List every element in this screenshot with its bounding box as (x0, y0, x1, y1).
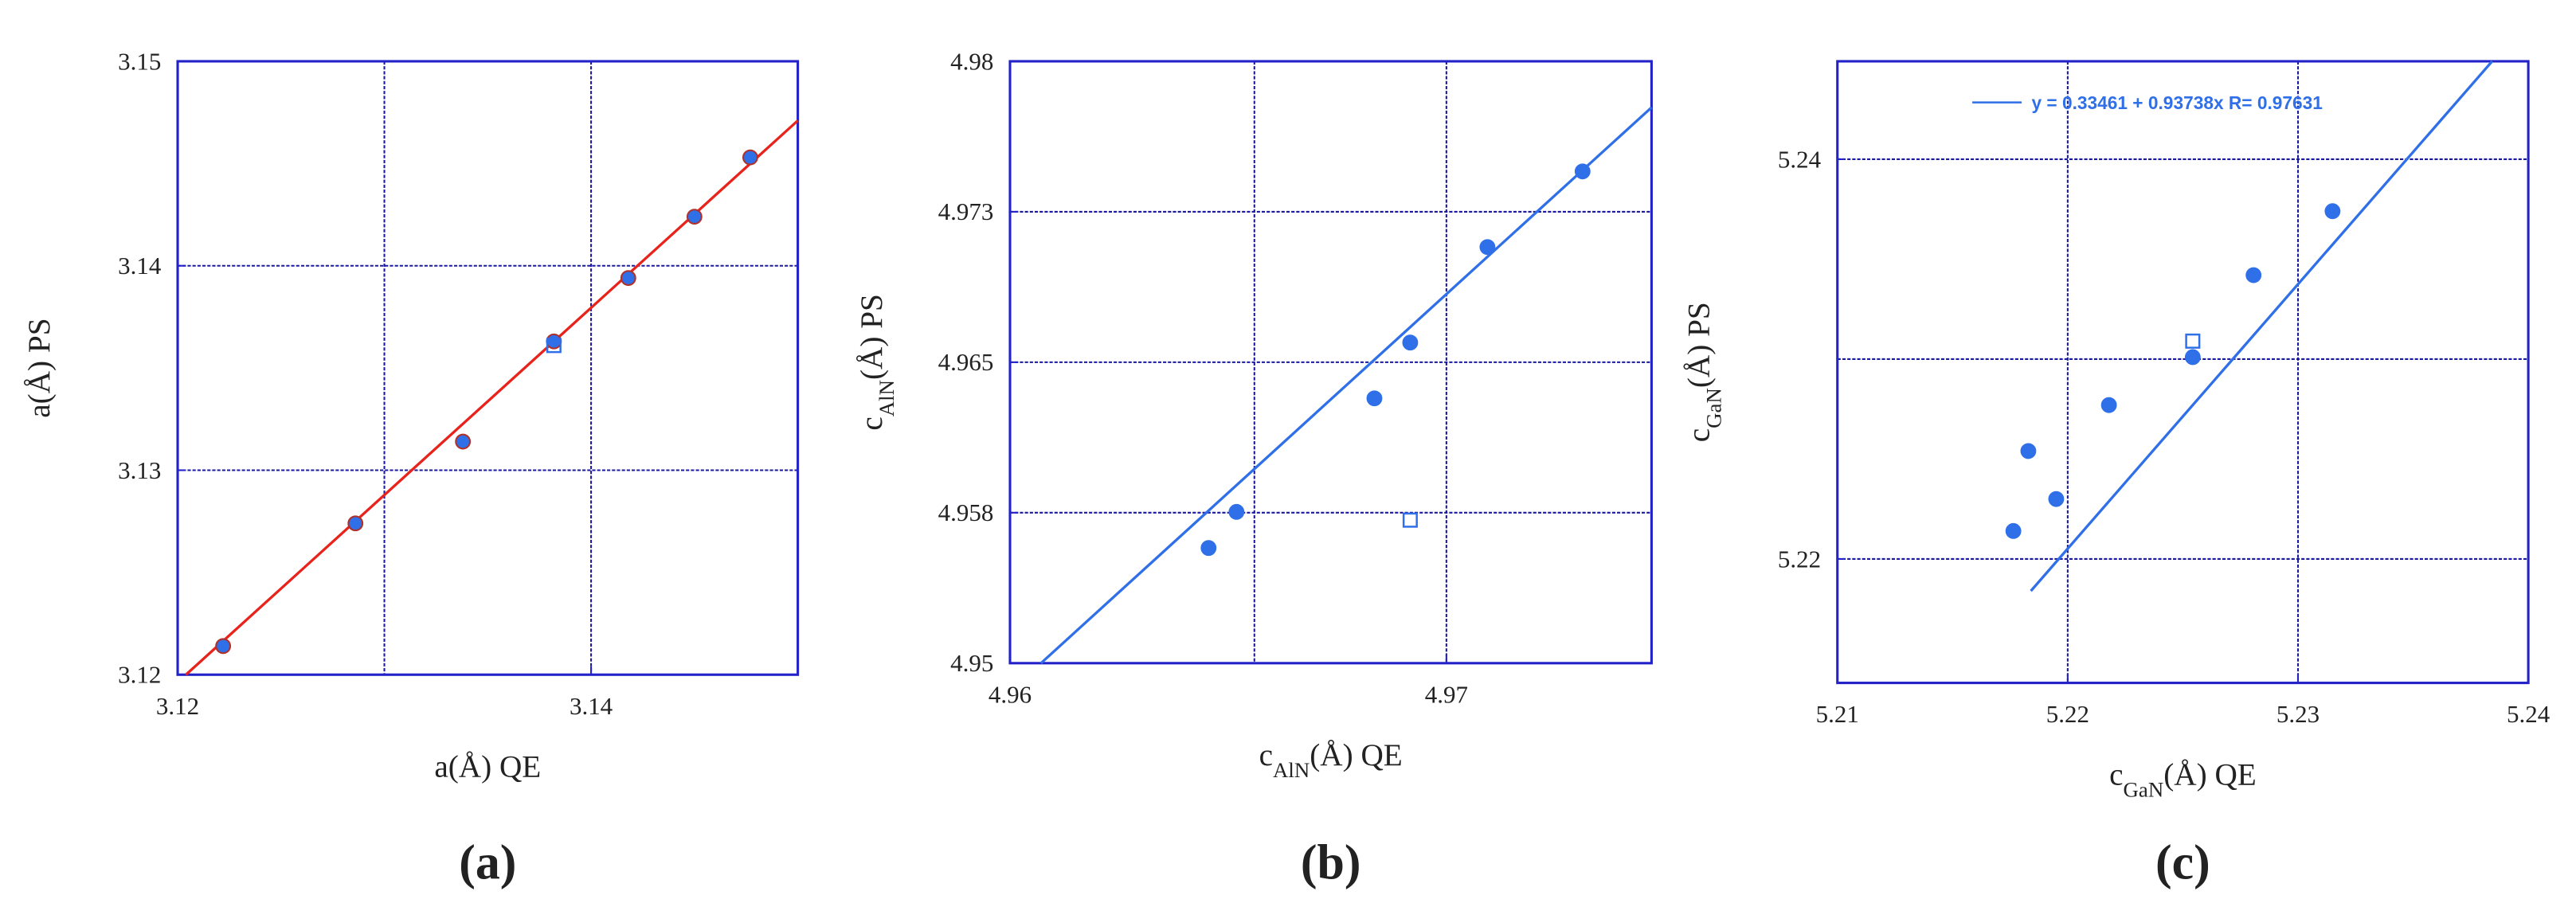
data-point (2324, 203, 2341, 220)
data-point (742, 149, 758, 166)
fit-line (185, 119, 799, 676)
data-point (2245, 267, 2262, 283)
data-point (2185, 333, 2201, 349)
data-point (2005, 522, 2022, 539)
data-point (1200, 540, 1217, 557)
chart: 3.12 3.14 3.12 3.13 3.14 3.15 a(Å) QE a(Å) PS (a… (22, 47, 800, 889)
y-tick-label: 4.973 (938, 197, 994, 225)
label-part: c (1259, 738, 1273, 772)
panel-label: (b) (1301, 835, 1361, 889)
data-point (1228, 503, 1245, 520)
x-tick-label: 3.12 (156, 692, 199, 720)
x-tick-label: 4.96 (989, 680, 1032, 708)
y-tick-label: 5.22 (1778, 545, 1821, 573)
data-point (2048, 491, 2065, 507)
data-point (455, 433, 472, 450)
label-part: c (2109, 758, 2123, 792)
label-part: (Å) QE (1310, 738, 1403, 772)
x-tick-label: 5.24 (2507, 700, 2550, 728)
panel-label: (a) (459, 835, 516, 889)
axis-label: cAlN(Å) QE (1259, 738, 1403, 782)
data-point (1366, 390, 1383, 407)
x-tick-label: 5.21 (1816, 700, 1859, 728)
x-tick-label: 4.97 (1425, 680, 1468, 708)
y-tick-label: 3.15 (118, 47, 161, 75)
label-subscript: GaN (2124, 778, 2164, 802)
axis-label: cGaN(Å) QE (2109, 758, 2257, 802)
label-part: c (855, 416, 889, 430)
data-point (546, 338, 562, 354)
x-tick-label: 5.23 (2277, 700, 2320, 728)
plot-frame (1836, 60, 2530, 685)
label-part: a(Å) QE (434, 749, 541, 784)
axis-label: a(Å) PS (22, 318, 57, 417)
y-tick-label: 3.14 (118, 252, 161, 280)
data-point (2100, 397, 2117, 413)
label-subscript: AlN (1273, 758, 1310, 782)
y-tick-label: 5.24 (1778, 145, 1821, 173)
label-part: (Å) QE (2163, 758, 2257, 792)
data-point (347, 515, 364, 532)
data-point (686, 209, 703, 225)
label-subscript: GaN (1702, 388, 1726, 428)
y-tick-label: 4.98 (950, 47, 993, 75)
panel-label: (c) (2155, 835, 2210, 889)
fit-line (2030, 60, 2493, 592)
label-subscript: AlN (875, 380, 898, 416)
label-part: (Å) PS (855, 294, 889, 380)
x-tick-label: 3.14 (570, 692, 613, 720)
chart: 5.21 5.22 5.23 5.24 5.22 5.24 y = 0.33461 + 0.… (1682, 60, 2550, 889)
y-tick-label: 3.12 (118, 661, 161, 689)
label-part: a(Å) PS (22, 318, 57, 417)
data-point (1402, 512, 1418, 528)
y-tick-label: 4.95 (950, 649, 993, 677)
data-point (546, 333, 562, 350)
y-tick-label: 4.965 (938, 348, 994, 376)
data-point (620, 270, 636, 287)
annotation: y = 0.33461 + 0.93738x R= 0.97631 (2031, 92, 2322, 113)
axis-label: cAlN(Å) PS (855, 294, 898, 431)
label-part: c (1682, 428, 1717, 442)
data-point (2184, 349, 2201, 366)
fit-line (1039, 106, 1653, 665)
axis-label: a(Å) QE (434, 749, 541, 784)
plot-frame (176, 60, 800, 676)
y-tick-label: 3.13 (118, 456, 161, 484)
data-point (215, 638, 232, 655)
data-point (1402, 334, 1419, 351)
data-point (1574, 163, 1591, 180)
data-point (1479, 239, 1496, 256)
data-point (2020, 443, 2037, 459)
axis-label: cGaN(Å) PS (1682, 302, 1726, 442)
y-tick-label: 4.958 (938, 498, 994, 526)
x-tick-label: 5.22 (2046, 700, 2089, 728)
label-part: (Å) PS (1682, 302, 1717, 388)
